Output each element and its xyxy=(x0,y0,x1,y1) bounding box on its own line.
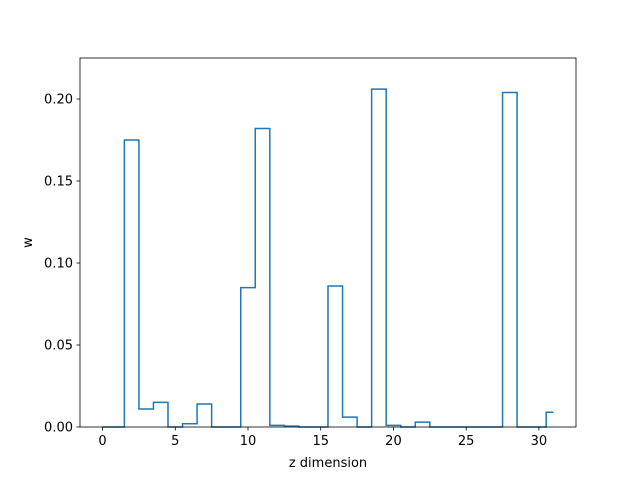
x-tick-label: 30 xyxy=(531,434,548,449)
plot-area xyxy=(79,57,577,428)
x-axis-label: z dimension xyxy=(289,456,367,471)
y-axis-ticks: 0.00 0.05 0.10 0.15 0.20 xyxy=(44,93,80,436)
x-tick-label: 25 xyxy=(458,434,475,449)
y-tick-label: 0.00 xyxy=(44,421,73,436)
y-tick-label: 0.10 xyxy=(44,257,73,272)
y-tick-label: 0.15 xyxy=(44,175,73,190)
x-tick-label: 0 xyxy=(98,434,106,449)
series-line xyxy=(102,88,554,428)
y-tick-label: 0.20 xyxy=(44,93,73,108)
x-tick-label: 15 xyxy=(312,434,329,449)
x-tick-label: 20 xyxy=(385,434,402,449)
y-axis-label: w xyxy=(21,237,36,248)
x-tick-label: 10 xyxy=(240,434,257,449)
x-axis-ticks: 0 5 10 15 20 25 30 xyxy=(98,427,547,449)
y-tick-label: 0.05 xyxy=(44,339,73,354)
x-tick-label: 5 xyxy=(171,434,179,449)
axes-frame xyxy=(79,57,577,428)
